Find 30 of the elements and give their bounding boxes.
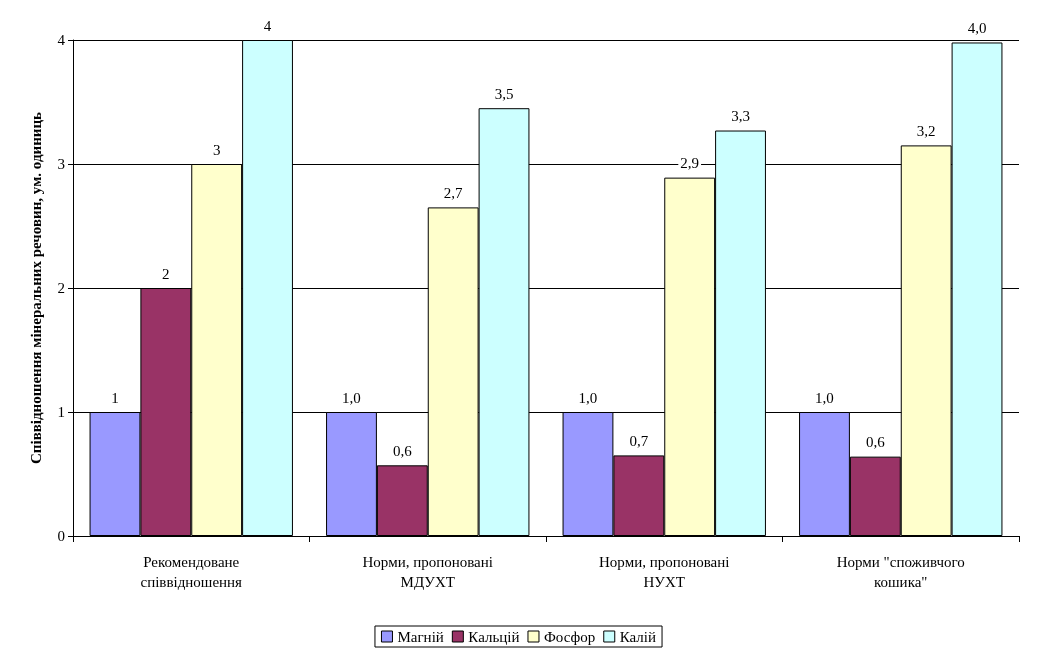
data-label: 1 bbox=[111, 389, 119, 406]
legend-label: Фосфор bbox=[543, 628, 596, 645]
x-tick-label: Норми, пропоновані МДУХТ bbox=[362, 554, 493, 590]
data-label: 2 bbox=[162, 265, 170, 282]
data-label: 4,0 bbox=[967, 19, 987, 36]
x-tick-label: Норми, пропоновані НУХТ bbox=[599, 554, 730, 590]
y-tick-label: 2 bbox=[57, 280, 65, 296]
data-label: 3 bbox=[212, 141, 221, 158]
x-tick-label: Рекомендоване співвідношення bbox=[140, 554, 243, 590]
data-label: 2,9 bbox=[680, 155, 700, 172]
data-label: 1,0 bbox=[815, 389, 834, 406]
data-label: 3,5 bbox=[494, 85, 514, 102]
y-tick-label: 1 bbox=[57, 404, 65, 420]
x-tick-label: Норми "споживчого кошика" bbox=[836, 554, 965, 590]
data-label: 0,7 bbox=[629, 432, 649, 449]
data-label: 2,7 bbox=[443, 184, 464, 201]
y-tick-label: 4 bbox=[57, 32, 66, 48]
y-tick-label: 0 bbox=[57, 528, 65, 544]
y-axis-title: Співвідношення мінеральних речовин, ум. одиниць bbox=[27, 111, 44, 465]
legend-label: Кальцій bbox=[468, 628, 520, 645]
data-label: 3,2 bbox=[916, 122, 936, 139]
data-label: 3,3 bbox=[731, 108, 750, 125]
data-label: 4 bbox=[263, 17, 272, 34]
legend-label: Магній bbox=[397, 628, 444, 645]
data-label: 1,0 bbox=[342, 389, 361, 406]
data-label: 1,0 bbox=[578, 389, 598, 406]
y-tick-label: 3 bbox=[57, 156, 65, 172]
legend-label: Калій bbox=[619, 628, 657, 645]
data-label: 0,6 bbox=[392, 442, 413, 459]
data-label: 0,6 bbox=[865, 434, 886, 451]
